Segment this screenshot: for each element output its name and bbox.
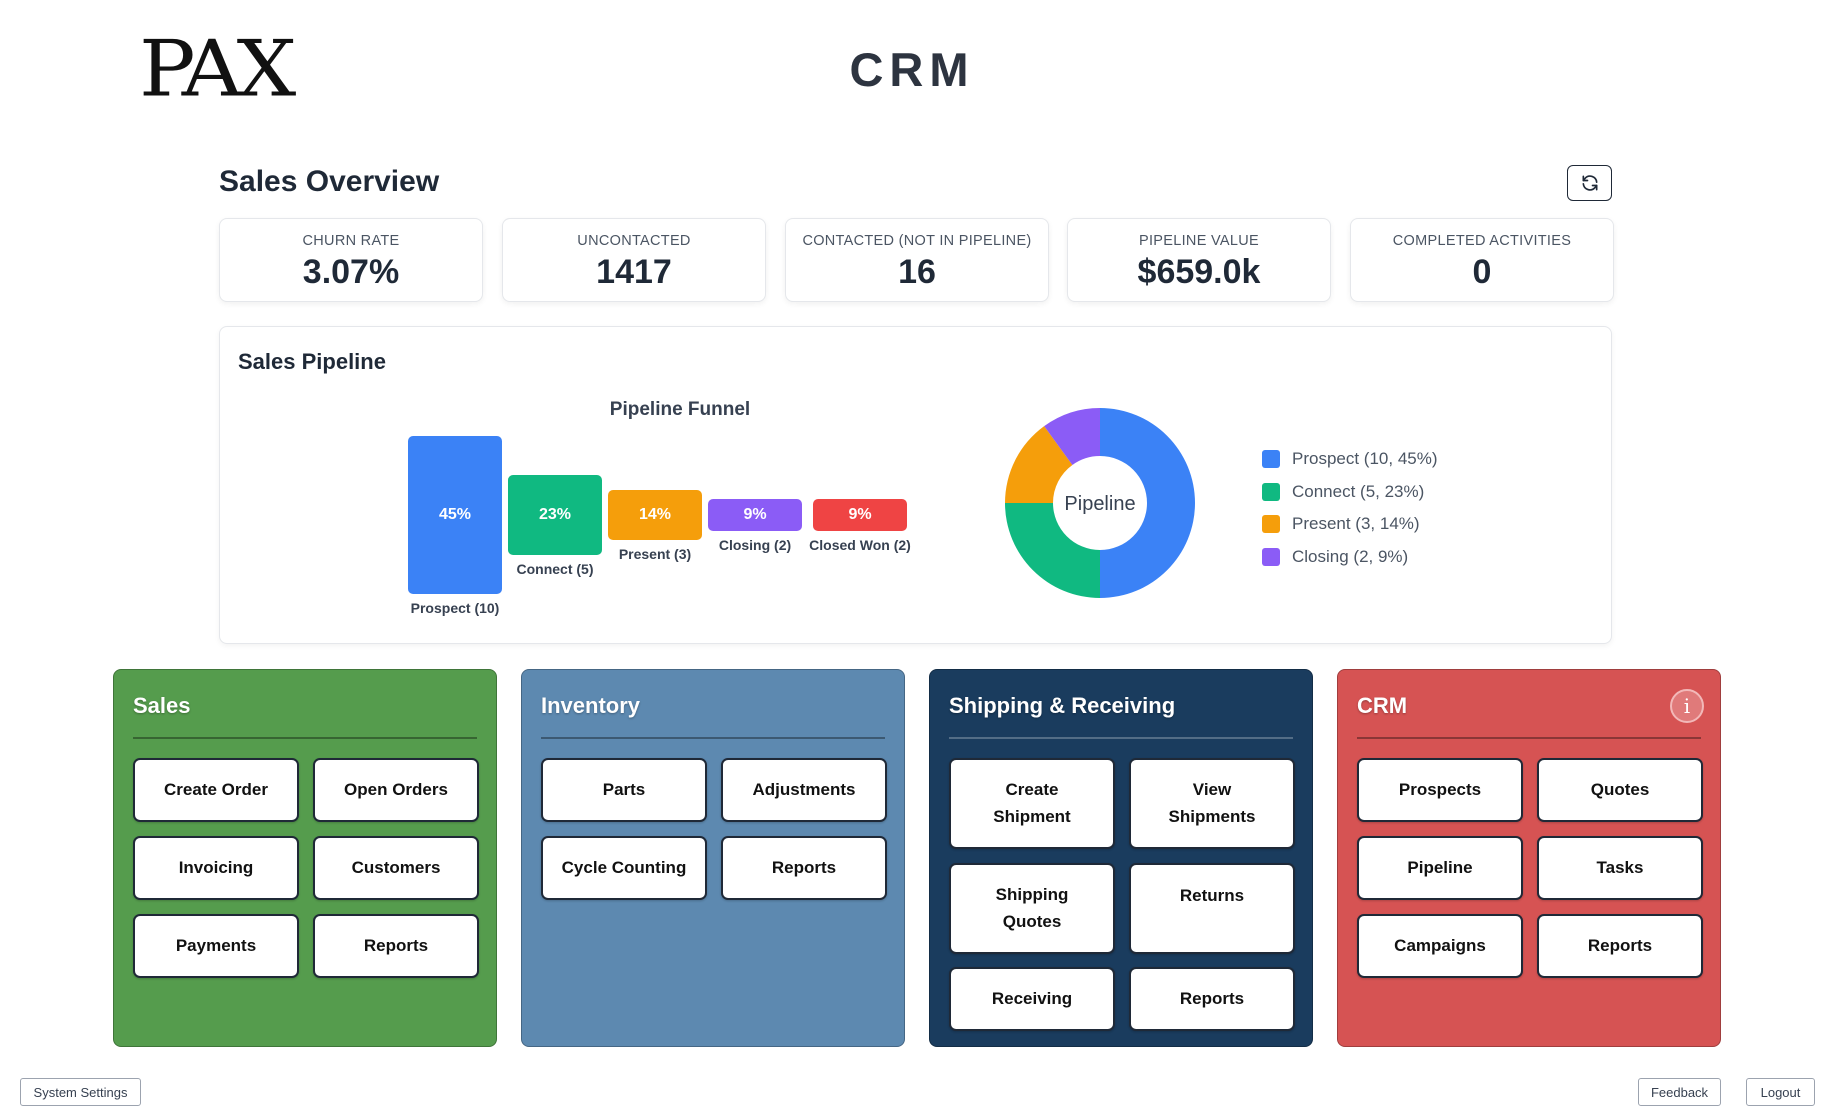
create-order-button[interactable]: Create Order xyxy=(133,758,299,822)
funnel-bar-label: Prospect (10) xyxy=(410,600,500,616)
sales-overview-title: Sales Overview xyxy=(219,165,440,198)
shipping-quotes-button[interactable]: Shipping Quotes xyxy=(949,863,1115,954)
pax-logo: PAX xyxy=(139,23,296,114)
pipeline-donut-chart: Pipeline xyxy=(1005,408,1195,598)
divider xyxy=(541,737,885,739)
refresh-button[interactable] xyxy=(1567,165,1612,201)
inventory-reports-button[interactable]: Reports xyxy=(721,836,887,900)
crm-module-title: CRM xyxy=(1357,693,1408,718)
funnel-chart-title: Pipeline Funnel xyxy=(609,399,751,420)
legend-label: Prospect (10, 45%) xyxy=(1292,449,1438,469)
donut-center-label: Pipeline xyxy=(1064,493,1135,515)
funnel-bar-label: Closing (2) xyxy=(718,537,792,553)
sales-reports-button[interactable]: Reports xyxy=(313,914,479,978)
refresh-icon xyxy=(1582,175,1597,191)
system-settings-button[interactable]: System Settings xyxy=(20,1078,141,1106)
sales-pipeline-title: Sales Pipeline xyxy=(238,349,386,374)
cycle-counting-button[interactable]: Cycle Counting xyxy=(541,836,707,900)
invoicing-button[interactable]: Invoicing xyxy=(133,836,299,900)
legend-item: Closing (2, 9%) xyxy=(1262,541,1438,574)
parts-button[interactable]: Parts xyxy=(541,758,707,822)
quotes-button[interactable]: Quotes xyxy=(1537,758,1703,822)
funnel-bar-label: Present (3) xyxy=(618,545,692,562)
funnel-bar: 14% xyxy=(608,490,702,540)
tasks-button[interactable]: Tasks xyxy=(1537,836,1703,900)
prospects-button[interactable]: Prospects xyxy=(1357,758,1523,822)
info-icon[interactable]: i xyxy=(1670,689,1704,723)
stat-value: 0 xyxy=(1472,253,1492,291)
divider xyxy=(1357,737,1701,739)
stat-label: COMPLETED ACTIVITIES xyxy=(1392,233,1572,249)
view-shipments-button[interactable]: View Shipments xyxy=(1129,758,1295,849)
stat-card-completed-activities: COMPLETED ACTIVITIES 0 xyxy=(1350,218,1614,302)
stat-card-pipeline-value: PIPELINE VALUE $659.0k xyxy=(1067,218,1331,302)
stat-card-uncontacted: UNCONTACTED 1417 xyxy=(502,218,766,302)
legend-item: Prospect (10, 45%) xyxy=(1262,443,1438,476)
stat-label: CONTACTED (NOT IN PIPELINE) xyxy=(802,233,1032,249)
funnel-bar: 23% xyxy=(508,474,602,556)
page-title: CRM xyxy=(849,43,975,96)
donut-slice xyxy=(1044,408,1100,465)
customers-button[interactable]: Customers xyxy=(313,836,479,900)
stat-label: CHURN RATE xyxy=(302,233,400,249)
funnel-bar: 9% xyxy=(708,499,802,531)
legend-label: Connect (5, 23%) xyxy=(1292,481,1425,501)
legend-label: Present (3, 14%) xyxy=(1292,514,1420,534)
returns-button[interactable]: Returns xyxy=(1129,863,1295,954)
pipeline-button[interactable]: Pipeline xyxy=(1357,836,1523,900)
stat-value: 16 xyxy=(898,253,936,291)
campaigns-button[interactable]: Campaigns xyxy=(1357,914,1523,978)
legend-swatch xyxy=(1262,515,1280,534)
feedback-button[interactable]: Feedback xyxy=(1638,1078,1721,1106)
legend-swatch xyxy=(1262,482,1280,501)
divider xyxy=(133,737,477,739)
stat-card-churn-rate: CHURN RATE 3.07% xyxy=(219,218,483,302)
funnel-bar: 45% xyxy=(408,436,502,594)
stat-label: UNCONTACTED xyxy=(577,233,691,249)
funnel-bar-label: Closed Won (2) xyxy=(809,537,911,553)
shipping-reports-button[interactable]: Reports xyxy=(1129,967,1295,1031)
funnel-bar: 9% xyxy=(813,499,907,531)
open-orders-button[interactable]: Open Orders xyxy=(313,758,479,822)
legend-item: Connect (5, 23%) xyxy=(1262,476,1438,509)
legend-swatch xyxy=(1262,450,1280,469)
donut-legend: Prospect (10, 45%) Connect (5, 23%) Pres… xyxy=(1262,443,1438,573)
inventory-module: Inventory Parts Adjustments Cycle Counti… xyxy=(521,669,905,1047)
adjustments-button[interactable]: Adjustments xyxy=(721,758,887,822)
stat-value: 3.07% xyxy=(302,253,400,291)
stat-value: 1417 xyxy=(596,253,672,291)
payments-button[interactable]: Payments xyxy=(133,914,299,978)
sales-module-title: Sales xyxy=(133,693,191,718)
crm-module: CRM i Prospects Quotes Pipeline Tasks Ca… xyxy=(1337,669,1721,1047)
logout-button[interactable]: Logout xyxy=(1746,1078,1815,1106)
inventory-module-title: Inventory xyxy=(541,693,641,718)
donut-slice xyxy=(1100,408,1195,598)
sales-pipeline-panel: Sales Pipeline Pipeline Funnel 45% Prospe… xyxy=(219,326,1612,644)
donut-slice xyxy=(1005,503,1100,598)
create-shipment-button[interactable]: Create Shipment xyxy=(949,758,1115,849)
stat-value: $659.0k xyxy=(1137,253,1261,291)
divider xyxy=(949,737,1293,739)
receiving-button[interactable]: Receiving xyxy=(949,967,1115,1031)
legend-label: Closing (2, 9%) xyxy=(1292,546,1409,566)
legend-item: Present (3, 14%) xyxy=(1262,508,1438,541)
stat-label: PIPELINE VALUE xyxy=(1139,233,1259,249)
legend-swatch xyxy=(1262,547,1280,566)
donut-slice xyxy=(1005,426,1073,503)
funnel-bar-label: Connect (5) xyxy=(516,561,594,578)
stat-card-contacted: CONTACTED (NOT IN PIPELINE) 16 xyxy=(785,218,1049,302)
shipping-module-title: Shipping & Receiving xyxy=(949,693,1176,718)
crm-reports-button[interactable]: Reports xyxy=(1537,914,1703,978)
sales-module: Sales Create Order Open Orders Invoicing… xyxy=(113,669,497,1047)
shipping-receiving-module: Shipping & Receiving Create Shipment Vie… xyxy=(929,669,1313,1047)
